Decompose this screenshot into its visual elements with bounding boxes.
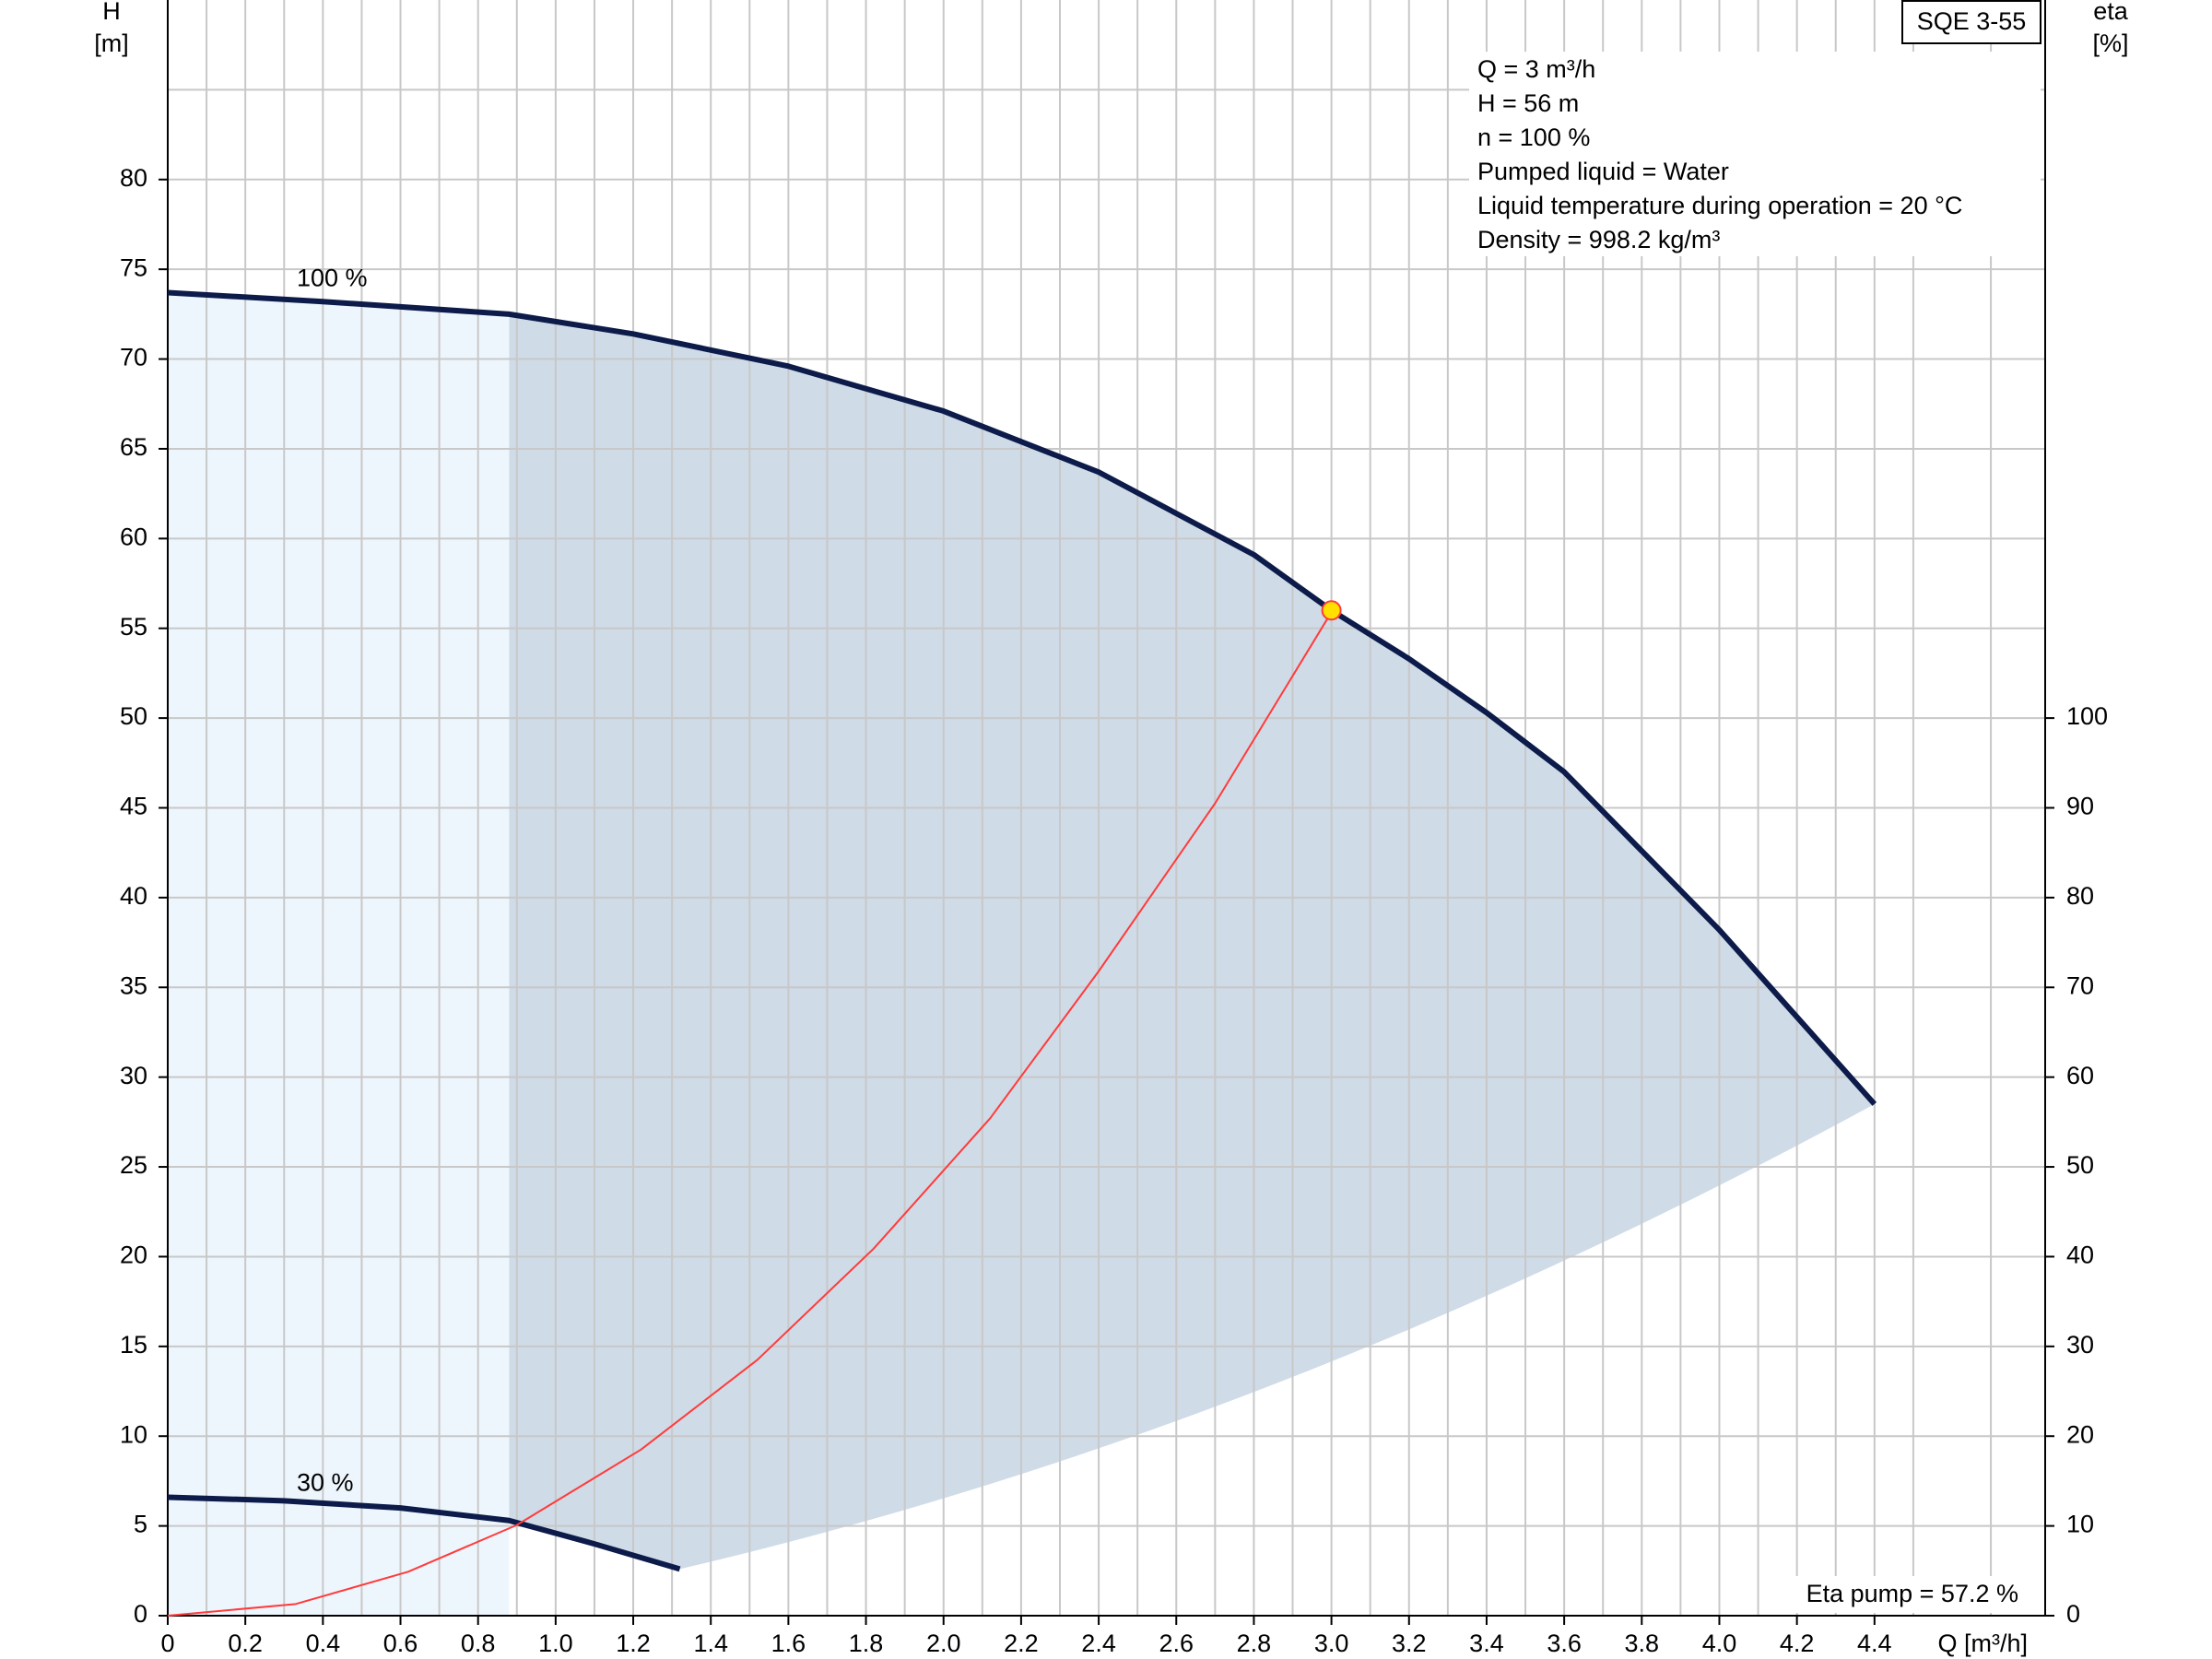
y-tick-label: 5 xyxy=(134,1511,147,1538)
y-tick-label: 50 xyxy=(120,702,147,730)
y-tick-label: 0 xyxy=(134,1600,147,1628)
y2-tick-label: 20 xyxy=(2066,1420,2094,1448)
x-tick-label: 3.8 xyxy=(1625,1630,1660,1657)
marks-layer xyxy=(167,289,1877,1617)
labels-layer: 0 0.2 0.4 0.6 0.8 1.0 1.2 1.4 1.6 1.8 2.0 2.2 2.4 2.6… xyxy=(120,55,2108,1657)
info-text: n = 100 % xyxy=(1477,124,1590,151)
x-tick-label: 0.6 xyxy=(383,1630,418,1657)
x-axis-label: Q [m³/h] xyxy=(1937,1630,2028,1657)
y-tick-label: 65 xyxy=(120,433,147,461)
footer-bg xyxy=(1779,1576,2028,1613)
curve-label: 30 % xyxy=(297,1469,354,1497)
y-tick-label: 10 xyxy=(120,1420,147,1448)
info-text: Pumped liquid = Water xyxy=(1477,158,1729,185)
y-axis-label: H xyxy=(102,0,121,25)
x-tick-label: 2.2 xyxy=(1004,1630,1039,1657)
y-tick-label: 15 xyxy=(120,1331,147,1359)
y2-tick-label: 30 xyxy=(2066,1331,2094,1359)
y-tick-label: 35 xyxy=(120,971,147,999)
y2-tick-label: 80 xyxy=(2066,882,2094,910)
operating-range-light xyxy=(168,292,510,1616)
title-box xyxy=(1901,0,2041,44)
x-tick-label: 1.2 xyxy=(616,1630,651,1657)
y-tick-label: 20 xyxy=(120,1241,147,1269)
x-tick-label: 0.2 xyxy=(228,1630,263,1657)
grid-layer xyxy=(159,0,2054,1625)
x-tick-label: 1.6 xyxy=(771,1630,806,1657)
x-tick-label: 4.0 xyxy=(1702,1630,1737,1657)
info-text: Liquid temperature during operation = 20… xyxy=(1477,192,1962,219)
y-tick-label: 80 xyxy=(120,164,147,192)
y-tick-label: 60 xyxy=(120,523,147,550)
y2-tick-label: 40 xyxy=(2066,1241,2094,1269)
x-tick-label: 2.4 xyxy=(1081,1630,1116,1657)
curve xyxy=(167,289,1877,1106)
x-tick-label: 0.8 xyxy=(461,1630,496,1657)
y2-tick-label: 0 xyxy=(2066,1600,2080,1628)
info-text: H = 56 m xyxy=(1477,89,1579,117)
curve xyxy=(167,611,1333,1617)
footer-note: Eta pump = 57.2 % xyxy=(1806,1580,2018,1607)
y2-axis-unit: [%] xyxy=(2092,29,2128,57)
y2-tick-label: 50 xyxy=(2066,1151,2094,1179)
info-text: Density = 998.2 kg/m³ xyxy=(1477,226,1720,253)
x-tick-label: 3.2 xyxy=(1392,1630,1427,1657)
info-text: Q = 3 m³/h xyxy=(1477,55,1595,83)
y-tick-label: 25 xyxy=(120,1151,147,1179)
x-tick-label: 4.4 xyxy=(1857,1630,1892,1657)
y2-tick-label: 90 xyxy=(2066,793,2094,820)
y2-tick-label: 60 xyxy=(2066,1062,2094,1089)
x-tick-label: 1.8 xyxy=(849,1630,884,1657)
x-tick-label: 0.4 xyxy=(306,1630,341,1657)
x-tick-label: 4.2 xyxy=(1780,1630,1815,1657)
y2-tick-label: 10 xyxy=(2066,1511,2094,1538)
x-tick-label: 0 xyxy=(160,1630,174,1657)
info-box xyxy=(1469,52,2041,256)
x-tick-label: 2.8 xyxy=(1237,1630,1272,1657)
y-tick-label: 30 xyxy=(120,1062,147,1089)
x-tick-label: 2.6 xyxy=(1159,1630,1194,1657)
y-axis-unit: [m] xyxy=(94,29,129,57)
x-tick-label: 3.0 xyxy=(1314,1630,1349,1657)
x-tick-label: 3.4 xyxy=(1469,1630,1504,1657)
x-tick-label: 1.4 xyxy=(693,1630,728,1657)
x-tick-label: 1.0 xyxy=(538,1630,573,1657)
x-tick-label: 2.0 xyxy=(926,1630,961,1657)
curve xyxy=(167,1494,681,1572)
y2-tick-label: 100 xyxy=(2066,702,2108,730)
y-tick-label: 70 xyxy=(120,344,147,371)
x-tick-label: 3.6 xyxy=(1547,1630,1582,1657)
y-tick-label: 40 xyxy=(120,882,147,910)
operating-range-dark xyxy=(509,313,1875,1570)
y-tick-label: 75 xyxy=(120,253,147,281)
y2-tick-label: 70 xyxy=(2066,971,2094,999)
y-tick-label: 55 xyxy=(120,613,147,641)
y-tick-label: 45 xyxy=(120,793,147,820)
chart-title: SQE 3-55 xyxy=(1917,7,2027,35)
operating-point xyxy=(1321,600,1342,621)
y2-axis-label: eta xyxy=(2093,0,2129,25)
curve-label: 100 % xyxy=(297,265,368,292)
